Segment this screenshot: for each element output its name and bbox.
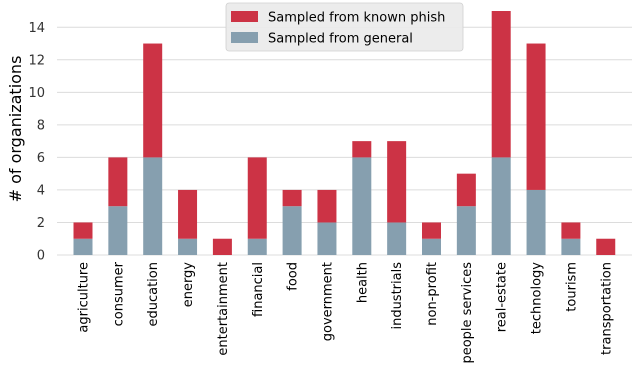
- x-tick-label: financial: [251, 262, 266, 317]
- legend-box: [225, 2, 464, 52]
- bar-segment: [422, 222, 441, 239]
- x-tick-label: energy: [181, 262, 196, 308]
- legend-swatch: [231, 11, 258, 22]
- bar-segment: [143, 157, 163, 255]
- bar-segment: [596, 238, 616, 255]
- bar-segment: [456, 206, 476, 255]
- x-tick-label: education: [146, 262, 161, 327]
- y-axis-label: # of organizations: [6, 56, 25, 203]
- bar-segment: [317, 189, 337, 223]
- x-tick-label: health: [355, 262, 370, 303]
- y-tick-label: 8: [37, 118, 45, 133]
- bars: [73, 11, 616, 255]
- bar-segment: [247, 157, 267, 239]
- bar-segment: [561, 222, 581, 239]
- x-tick-label: entertainment: [216, 262, 231, 356]
- y-tick-label: 10: [28, 86, 45, 101]
- x-tick-label: technology: [530, 262, 545, 334]
- bar-segment: [178, 238, 198, 255]
- bar-segment: [422, 238, 441, 255]
- bar-segment: [73, 238, 93, 255]
- x-tick-label: government: [320, 262, 335, 341]
- x-tick-label: industrials: [390, 262, 405, 330]
- bar-segment: [212, 238, 232, 255]
- bar-segment: [178, 189, 198, 239]
- bar-segment: [143, 43, 163, 158]
- x-tick-label: consumer: [111, 261, 126, 326]
- bar-segment: [526, 43, 546, 190]
- legend-label: Sampled from known phish: [268, 11, 445, 26]
- x-tick-label: tourism: [564, 262, 579, 312]
- y-tick-label: 2: [37, 216, 45, 231]
- x-tick-label: transportation: [599, 262, 614, 355]
- legend: Sampled from known phish Sampled from gen…: [225, 2, 464, 52]
- bar-segment: [108, 206, 128, 255]
- y-tick-label: 14: [28, 21, 45, 36]
- bar-segment: [561, 238, 581, 255]
- x-tick-label: non-profit: [425, 262, 440, 326]
- legend-swatch: [231, 32, 258, 43]
- bar-segment: [456, 173, 476, 207]
- x-tick-label: agriculture: [77, 262, 92, 333]
- y-tick-label: 4: [37, 183, 45, 198]
- bar-segment: [491, 157, 511, 255]
- bar-segment: [526, 189, 546, 255]
- y-tick-label: 0: [37, 249, 45, 264]
- x-tick-label: real-estate: [495, 262, 510, 332]
- legend-label: Sampled from general: [268, 32, 413, 47]
- bar-segment: [387, 222, 407, 255]
- bar-segment: [108, 157, 128, 207]
- bar-segment: [73, 222, 93, 239]
- bar-segment: [282, 189, 302, 207]
- x-axis-ticks: agriculture consumer education energy entert…: [77, 261, 615, 363]
- bar-segment: [387, 141, 407, 223]
- y-axis-ticks: 0 2 4 6 8 10 12 14: [28, 21, 45, 264]
- bar-segment: [491, 11, 511, 158]
- x-tick-label: food: [286, 262, 301, 291]
- y-tick-label: 12: [28, 53, 45, 68]
- x-tick-label: people services: [460, 262, 475, 364]
- bar-segment: [352, 141, 372, 158]
- bar-segment: [282, 206, 302, 255]
- y-tick-label: 6: [37, 151, 45, 166]
- bar-segment: [247, 238, 267, 255]
- bar-segment: [352, 157, 372, 255]
- bar-segment: [317, 222, 337, 255]
